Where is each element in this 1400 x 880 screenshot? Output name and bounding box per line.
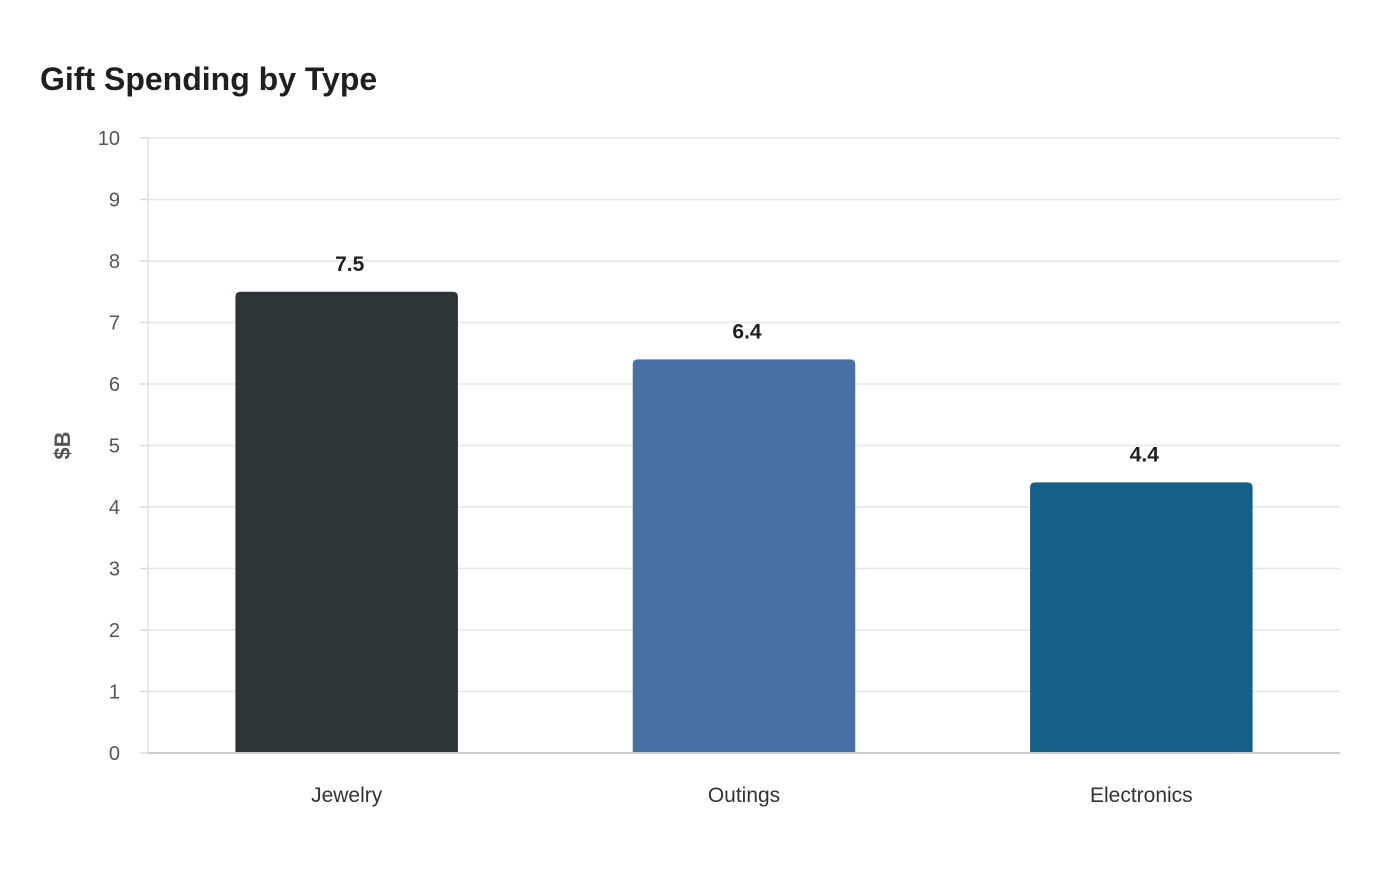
- x-axis-categories: Jewelry Outings Electronics: [311, 784, 1193, 807]
- y-tick-label: 9: [109, 190, 120, 212]
- bars: [235, 291, 1253, 753]
- y-tick-label: 10: [98, 128, 120, 150]
- y-axis-title: $B: [50, 431, 75, 459]
- value-labels: 7.5 6.4 4.4: [335, 253, 1159, 467]
- value-label: 4.4: [1130, 443, 1160, 466]
- bar-electronics: [1030, 482, 1253, 753]
- x-category-label: Outings: [708, 784, 780, 807]
- bar-outings: [632, 359, 856, 753]
- value-label: 7.5: [335, 253, 365, 276]
- y-tick-label: 6: [109, 374, 120, 396]
- y-tick-label: 2: [109, 620, 120, 642]
- value-label: 6.4: [732, 320, 762, 343]
- y-tick-label: 1: [109, 682, 120, 704]
- y-axis-ticks: 0 1 2 3 4 5 6 7 8 9 10: [98, 128, 148, 765]
- y-tick-label: 7: [109, 313, 120, 335]
- y-tick-label: 3: [109, 559, 120, 581]
- x-category-label: Jewelry: [311, 784, 383, 807]
- y-tick-label: 8: [109, 251, 120, 273]
- y-tick-label: 5: [109, 436, 120, 458]
- x-category-label: Electronics: [1090, 784, 1193, 807]
- y-tick-label: 4: [109, 497, 120, 519]
- chart-title: Gift Spending by Type: [40, 61, 378, 97]
- y-tick-label: 0: [109, 743, 120, 765]
- bar-jewelry: [235, 291, 458, 753]
